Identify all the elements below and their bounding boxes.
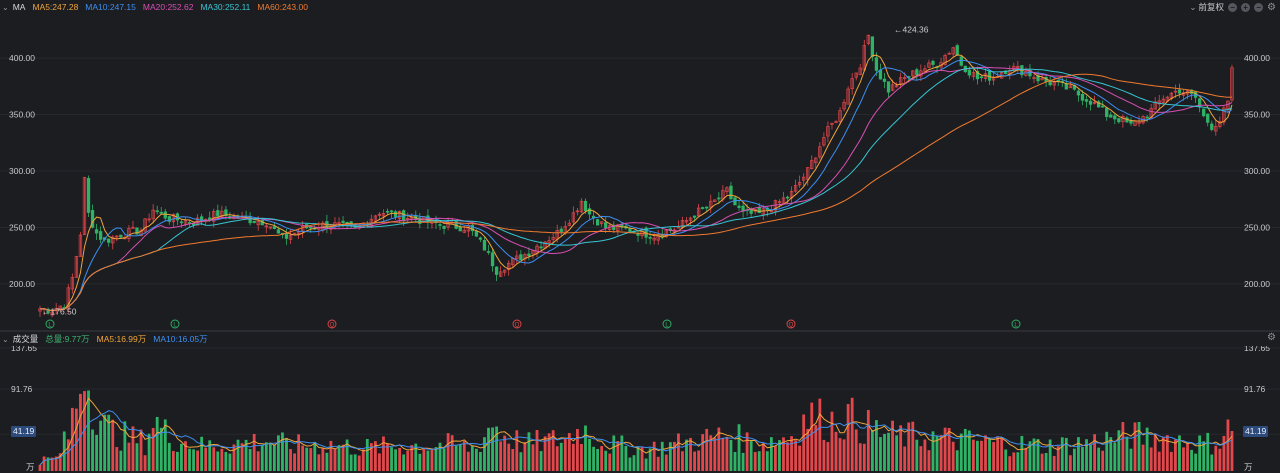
vol-ma10: MA10:16.05万 [153, 334, 208, 344]
vol-ma5: MA5:16.99万 [96, 334, 147, 344]
event-marker-L[interactable]: L [662, 319, 672, 329]
adjust-dropdown-chevron-icon[interactable]: ⌄ [1189, 1, 1197, 12]
y-tick-right: 300.00 [1244, 166, 1270, 176]
vol-ma-10 [39, 410, 1233, 466]
main-chart-header: ⌄ MA MA5:247.28 MA10:247.15 MA20:252.62 … [2, 0, 315, 14]
ma20-value: MA20:252.62 [142, 2, 194, 12]
total-volume: 总量:9.77万 [45, 334, 90, 344]
max-price-label: ←424.36 [894, 25, 929, 35]
indicator-name[interactable]: MA [12, 2, 26, 12]
y-tick-right: 350.00 [1244, 110, 1270, 120]
volume-chart[interactable]: 137.65 137.65 91.76 91.76 [0, 346, 1280, 473]
event-marker-L[interactable]: L [170, 319, 180, 329]
svg-text:L: L [48, 323, 52, 329]
vol-tick-left: 137.65 [11, 346, 37, 353]
y-tick-left: 350.00 [9, 110, 35, 120]
minimize-button[interactable]: − [1254, 2, 1264, 12]
vol-tick-right: 91.76 [1244, 384, 1266, 394]
vol-tick-right: 137.65 [1244, 346, 1270, 353]
ma-line-60 [39, 73, 1233, 312]
event-marker-L[interactable]: L [1011, 319, 1021, 329]
y-tick-left: 200.00 [9, 279, 35, 289]
event-marker-Q[interactable]: Q [327, 319, 337, 329]
event-marker-Q[interactable]: Q [512, 319, 522, 329]
volume-right-badge: 41.19 [1243, 426, 1269, 437]
svg-text:Q: Q [515, 323, 520, 329]
svg-text:L: L [1014, 323, 1018, 329]
collapse-chevron-icon[interactable]: ⌄ [2, 2, 9, 12]
collapse-chevron-icon[interactable]: ⌄ [2, 334, 9, 344]
ma30-value: MA30:252.11 [200, 2, 251, 12]
y-tick-right: 400.00 [1244, 53, 1270, 63]
ma5-value: MA5:247.28 [32, 2, 79, 12]
zoom-in-button[interactable]: + [1241, 2, 1251, 12]
event-marker-L[interactable]: L [45, 319, 55, 329]
pane-divider[interactable] [0, 330, 1280, 332]
volume-left-badge: 41.19 [11, 426, 37, 437]
zoom-out-button[interactable]: − [1228, 2, 1238, 12]
ma10-value: MA10:247.15 [85, 2, 136, 12]
y-tick-right: 250.00 [1244, 222, 1270, 232]
ma-line-30 [39, 67, 1233, 312]
ma-line-20 [39, 66, 1233, 312]
candlestick-chart[interactable]: 400.00 400.00 350.00 350.00 300.00 300.00 250.… [0, 14, 1280, 330]
volume-unit-right: 万 [1244, 462, 1253, 472]
svg-text:Q: Q [330, 323, 335, 329]
volume-settings-gear-icon[interactable]: ⚙ [1267, 332, 1276, 343]
svg-text:L: L [173, 323, 177, 329]
min-price-label: ←176.50 [42, 306, 77, 316]
y-tick-left: 300.00 [9, 166, 35, 176]
ma-line-5 [39, 54, 1233, 312]
settings-gear-icon[interactable]: ⚙ [1267, 1, 1276, 13]
ma-line-10 [39, 59, 1233, 312]
y-tick-left: 250.00 [9, 222, 35, 232]
svg-text:L: L [665, 323, 669, 329]
volume-indicator-name[interactable]: 成交量 [12, 334, 39, 344]
vol-tick-left: 91.76 [11, 384, 33, 394]
y-tick-right: 200.00 [1244, 279, 1270, 289]
event-marker-Q[interactable]: Q [786, 319, 796, 329]
vol-ma-5 [39, 397, 1233, 466]
volume-header: ⌄ 成交量 总量:9.77万 MA5:16.99万 MA10:16.05万 [2, 332, 215, 346]
chart-toolbar: ⌄ 前复权 − + − ⚙ [1189, 1, 1276, 13]
svg-text:Q: Q [789, 323, 794, 329]
volume-unit-left: 万 [26, 462, 35, 472]
y-tick-left: 400.00 [9, 53, 35, 63]
adjust-mode-dropdown[interactable]: 前复权 [1198, 2, 1225, 12]
ma60-value: MA60:243.00 [257, 2, 308, 12]
